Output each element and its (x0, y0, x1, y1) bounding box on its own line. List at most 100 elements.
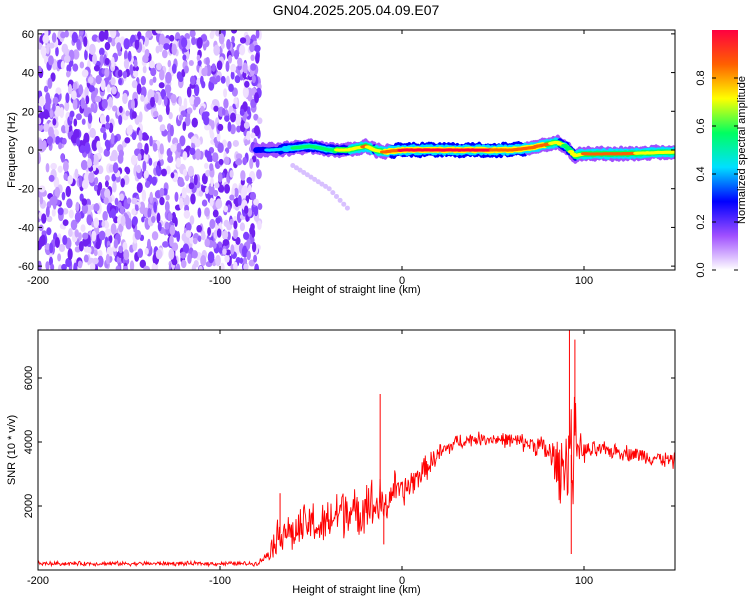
noise-cell (54, 135, 61, 145)
noise-cell (57, 253, 62, 262)
noise-cell (48, 256, 53, 266)
noise-cell (187, 165, 195, 177)
noise-cell (222, 248, 227, 255)
noise-cell (197, 235, 202, 242)
noise-cell (127, 50, 132, 62)
tail-cell (344, 205, 350, 211)
noise-cell (244, 80, 250, 88)
noise-cell (250, 132, 256, 139)
noise-cell (223, 219, 230, 228)
noise-cell (249, 43, 255, 53)
noise-cell (218, 33, 225, 45)
noise-cell (136, 164, 142, 174)
noise-cell (250, 223, 255, 231)
noise-cell (61, 137, 67, 145)
noise-cell (131, 208, 137, 216)
noise-cell (143, 151, 149, 163)
noise-cell (209, 131, 215, 140)
spectrogram-y-axis-label: Frequency (Hz) (6, 112, 18, 188)
noise-cell (230, 244, 235, 255)
noise-cell (61, 263, 67, 270)
spectrogram-x-axis-label: Height of straight line (km) (292, 284, 420, 296)
noise-cell (215, 254, 221, 267)
noise-cell (54, 237, 60, 248)
noise-cell (191, 263, 196, 270)
noise-cell (250, 54, 255, 62)
noise-cell (230, 112, 236, 123)
noise-cell (243, 205, 249, 214)
noise-cell (229, 218, 234, 225)
noise-cell (237, 194, 242, 206)
noise-cell (48, 55, 54, 66)
noise-cell (70, 134, 78, 144)
noise-cell (61, 43, 69, 54)
y-tick-label: 40 (22, 68, 34, 80)
noise-cell (239, 222, 246, 232)
noise-cell (54, 105, 61, 117)
noise-cell (45, 206, 50, 218)
noise-cell (246, 239, 251, 250)
noise-cell (175, 157, 181, 168)
noise-cell (124, 137, 131, 144)
noise-cell (88, 85, 95, 93)
noise-cell (144, 247, 149, 255)
noise-cell (38, 139, 43, 150)
noise-cell (232, 139, 239, 147)
noise-cell (233, 261, 238, 270)
noise-cell (227, 121, 232, 132)
noise-cell (74, 211, 82, 223)
noise-cell (171, 258, 178, 266)
noise-cell (100, 115, 106, 125)
noise-cell (238, 44, 246, 56)
noise-cell (75, 113, 82, 121)
noise-cell (102, 131, 107, 141)
noise-cell (89, 43, 96, 56)
noise-cell (209, 197, 214, 207)
noise-cell (84, 49, 88, 61)
noise-cell (151, 231, 159, 241)
noise-cell (180, 251, 187, 259)
noise-cell (140, 75, 146, 86)
noise-cell (89, 127, 96, 139)
noise-cell (151, 176, 157, 186)
x-tick-label: -100 (209, 575, 231, 587)
noise-cell (41, 213, 47, 224)
noise-cell (176, 142, 182, 153)
noise-cell (205, 169, 211, 177)
noise-cell (79, 30, 84, 36)
noise-cell (110, 36, 116, 47)
noise-cell (239, 108, 245, 116)
noise-cell (242, 62, 248, 74)
noise-cell (211, 30, 215, 37)
snr-y-axis-label: SNR (10 * v/v) (6, 415, 18, 485)
noise-cell (115, 265, 121, 270)
snr-frame (37, 329, 676, 571)
noise-cell (154, 190, 161, 199)
noise-cell (122, 92, 128, 105)
noise-cell (101, 98, 108, 109)
noise-cell (132, 70, 139, 78)
noise-cell (174, 217, 178, 227)
noise-cell (164, 201, 170, 213)
noise-cell (160, 168, 167, 177)
y-tick-label: -20 (18, 184, 34, 196)
noise-cell (123, 265, 129, 270)
noise-cell (251, 241, 257, 253)
noise-cell (104, 180, 109, 188)
noise-cell (111, 56, 115, 68)
noise-cell (164, 221, 170, 230)
noise-cell (154, 93, 159, 104)
noise-cell (107, 196, 113, 204)
noise-cell (103, 197, 109, 205)
noise-cell (48, 42, 55, 49)
noise-cell (185, 230, 192, 238)
tail-cell (297, 167, 303, 173)
noise-cell (207, 251, 215, 264)
noise-cell (198, 190, 204, 197)
noise-cell (178, 180, 185, 187)
noise-cell (186, 86, 192, 98)
noise-cell (224, 183, 231, 194)
noise-cell (225, 75, 230, 88)
noise-cell (51, 32, 57, 43)
noise-cell (158, 69, 165, 81)
